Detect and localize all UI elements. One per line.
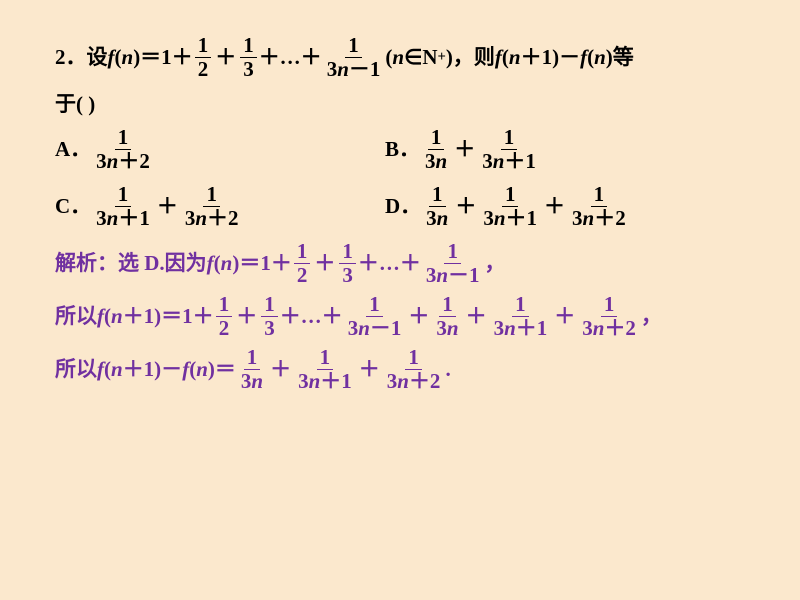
solution-line-2: 所以 f(n＋1)＝1＋ 12 ＋ 13 ＋…＋ 13n－1 ＋ 13n ＋ 1…: [55, 294, 760, 339]
problem-line-1: 2． 设 f(n)＝1＋ 12 ＋ 13 ＋…＋ 13n－1 (n∈N+)，则 …: [55, 35, 760, 80]
math-slide: 2． 设 f(n)＝1＋ 12 ＋ 13 ＋…＋ 13n－1 (n∈N+)，则 …: [0, 0, 800, 420]
solution-line-1: 解析：选 D.因为 f(n)＝1＋ 12 ＋ 13 ＋…＋ 13n－1 ，: [55, 241, 760, 286]
dots: ＋…＋: [259, 43, 322, 72]
solution-line-3: 所以 f(n＋1)－f(n)＝ 13n ＋ 13n＋1 ＋ 13n＋2 .: [55, 347, 760, 392]
frac-last: 13n－1: [324, 35, 384, 80]
opt-a-frac: 13n＋2: [93, 127, 153, 172]
problem-line-2: 于( ): [55, 90, 760, 119]
options-row-2: C． 13n＋1 ＋ 13n＋2 D． 13n ＋ 13n＋1 ＋ 13n＋2: [55, 184, 760, 229]
frac-1-3: 13: [240, 35, 257, 80]
option-a: A． 13n＋2: [55, 127, 385, 172]
problem-prefix: 设: [87, 43, 108, 72]
cond-open: (: [385, 43, 392, 72]
option-b: B． 13n ＋ 13n＋1: [385, 127, 541, 172]
option-c: C． 13n＋1 ＋ 13n＋2: [55, 184, 385, 229]
option-d: D． 13n ＋ 13n＋1 ＋ 13n＋2: [385, 184, 631, 229]
problem-number: 2．: [55, 43, 87, 72]
options-row-1: A． 13n＋2 B． 13n ＋ 13n＋1: [55, 127, 760, 172]
fn-expr: f: [108, 43, 115, 72]
frac-1-2: 12: [195, 35, 212, 80]
